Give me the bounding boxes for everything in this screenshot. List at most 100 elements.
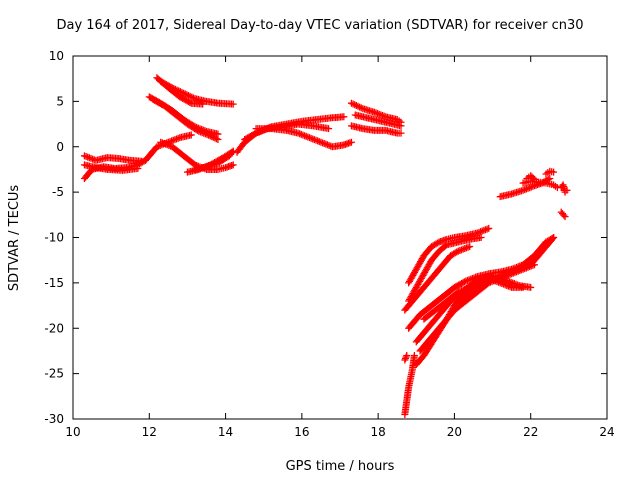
- series-track-30: [519, 177, 561, 192]
- series-track-25: [458, 274, 535, 305]
- data-point: [410, 351, 418, 359]
- data-point-fill: [171, 85, 179, 93]
- data-point-fill: [251, 130, 259, 138]
- data-point: [138, 157, 146, 165]
- data-point-fill: [549, 235, 557, 243]
- data-point: [531, 175, 539, 183]
- data-point-fill: [476, 278, 484, 286]
- data-point-fill: [178, 88, 186, 96]
- data-point: [180, 89, 188, 97]
- data-point: [489, 273, 497, 281]
- y-tick-label: -25: [44, 367, 64, 381]
- data-point: [229, 100, 237, 108]
- series-track-28: [401, 351, 411, 364]
- data-point-fill: [193, 126, 201, 134]
- data-point-fill: [181, 90, 189, 98]
- data-point-fill: [529, 174, 537, 182]
- plot-frame: [72, 55, 608, 420]
- series-track-8: [149, 96, 222, 143]
- data-point: [531, 261, 539, 269]
- data-point: [550, 168, 558, 176]
- data-point-fill: [188, 93, 196, 101]
- x-tick-label: 10: [65, 425, 80, 439]
- series-track-11: [191, 147, 237, 173]
- series-track-2: [80, 152, 146, 165]
- data-point: [214, 135, 222, 143]
- y-tick-label: 0: [56, 140, 64, 154]
- data-point: [347, 138, 355, 146]
- data-point-fill: [212, 135, 220, 143]
- data-point-fill: [208, 133, 216, 141]
- y-tick-label: 5: [56, 94, 64, 108]
- data-point-fill: [186, 98, 194, 106]
- series-track-16: [351, 111, 405, 130]
- axis-ticks: 10 12 14 16 18 20 22 24 10 5 0 -5 -10 -15 -20 -25 -30: [44, 49, 614, 439]
- series-track-6: [157, 77, 237, 108]
- data-point-fill: [356, 103, 364, 111]
- data-point: [397, 122, 405, 130]
- series-track-31: [542, 167, 558, 178]
- data-point: [403, 351, 411, 359]
- y-tick-label: -20: [44, 321, 64, 335]
- data-point-fill: [352, 102, 360, 110]
- series-track-3: [80, 161, 142, 174]
- data-point-fill: [211, 134, 219, 142]
- data-point: [168, 84, 176, 92]
- chart-title: Day 164 of 2017, Sidereal Day-to-day VTE…: [56, 18, 584, 33]
- x-axis-label: GPS time / hours: [286, 459, 395, 474]
- data-point-fill: [434, 239, 442, 247]
- data-point-fill: [167, 83, 175, 91]
- data-point: [347, 99, 355, 107]
- data-point-fill: [185, 92, 193, 100]
- data-point: [477, 234, 485, 241]
- data-point-fill: [351, 101, 359, 109]
- data-point: [527, 283, 535, 291]
- data-point: [397, 129, 405, 137]
- series-track-18: [405, 224, 493, 287]
- series-track-14: [252, 125, 355, 151]
- y-tick-label: -5: [52, 185, 64, 199]
- data-point-fill: [354, 102, 362, 110]
- y-axis-label: SDTVAR / TECUs: [7, 185, 22, 292]
- data-point: [187, 131, 195, 139]
- x-tick-label: 20: [447, 425, 462, 439]
- data-point: [340, 113, 348, 121]
- x-tick-label: 16: [294, 425, 309, 439]
- data-point-fill: [183, 91, 191, 99]
- data-point-fill: [560, 211, 568, 219]
- data-point: [466, 243, 474, 251]
- data-point: [563, 186, 571, 194]
- data-point: [229, 161, 237, 169]
- data-point: [325, 125, 333, 133]
- data-point-fill: [186, 92, 194, 100]
- x-tick-label: 22: [523, 425, 538, 439]
- data-point: [561, 213, 569, 221]
- data-point-fill: [357, 104, 365, 112]
- data-point-fill: [170, 85, 178, 93]
- data-point: [550, 234, 558, 241]
- data-point: [206, 132, 214, 140]
- data-point-fill: [460, 278, 468, 286]
- data-point-fill: [175, 87, 183, 95]
- series-track-15: [347, 99, 405, 126]
- data-point-fill: [176, 88, 184, 96]
- series-track-34: [523, 172, 539, 183]
- data-point: [485, 224, 493, 232]
- series-track-26: [420, 273, 497, 323]
- data-point-fill: [453, 248, 461, 256]
- data-point-fill: [173, 86, 181, 94]
- data-points: [80, 74, 571, 418]
- series-track-33: [557, 208, 569, 221]
- x-tick-label: 12: [142, 425, 157, 439]
- series-track-20: [401, 243, 474, 314]
- data-point-fill: [349, 100, 357, 108]
- y-tick-label: -15: [44, 276, 64, 290]
- x-tick-label: 24: [599, 425, 614, 439]
- data-point-fill: [209, 133, 217, 141]
- y-tick-label: 10: [49, 49, 64, 63]
- data-point: [134, 165, 142, 173]
- x-tick-label: 14: [218, 425, 233, 439]
- x-tick-label: 18: [371, 425, 386, 439]
- y-tick-label: -10: [44, 231, 64, 245]
